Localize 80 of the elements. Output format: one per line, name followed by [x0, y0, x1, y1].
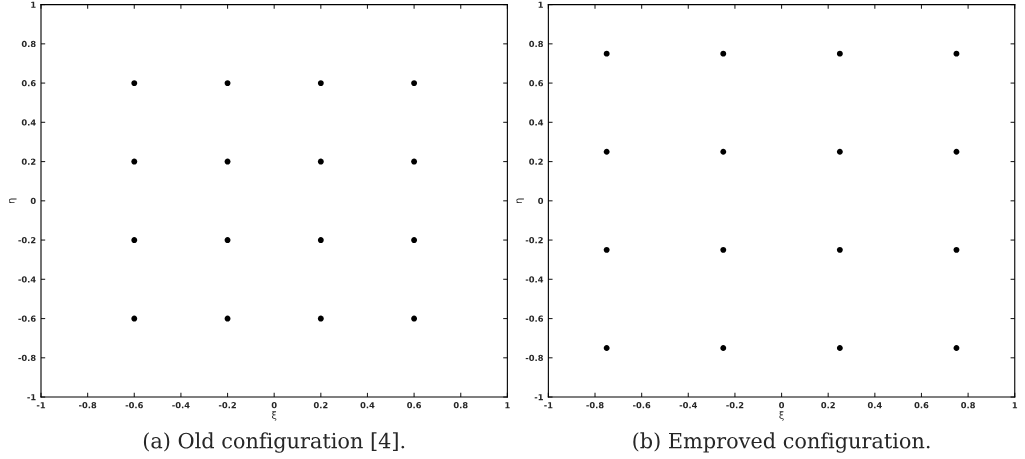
- x-tick-label: 1: [505, 402, 510, 409]
- point: [836, 148, 843, 155]
- point: [836, 345, 843, 351]
- x-tick-label: -0.2: [218, 402, 236, 409]
- y-tick-label: 0.2: [529, 158, 543, 165]
- point: [131, 237, 138, 243]
- point: [720, 50, 727, 57]
- x-tick-label: -0.2: [726, 402, 744, 409]
- y-tick-label: 0.6: [529, 80, 544, 87]
- y-tick-label: -0.6: [18, 315, 36, 322]
- x-tick-label: 0.4: [867, 402, 882, 409]
- point: [720, 246, 727, 253]
- point: [317, 315, 324, 322]
- y-tick-label: -0.2: [18, 237, 36, 244]
- point: [836, 246, 843, 253]
- point: [836, 50, 843, 57]
- point: [953, 50, 960, 57]
- y-tick-label: -0.8: [525, 354, 543, 362]
- point: [953, 148, 960, 155]
- x-tick-label: 0.6: [914, 402, 929, 409]
- y-tick-label: 1: [31, 1, 36, 8]
- y-tick-label: -0.4: [525, 276, 544, 283]
- x-tick-label: -1: [544, 402, 553, 409]
- point: [953, 345, 960, 351]
- x-tick-label: 0: [779, 402, 785, 409]
- point: [317, 158, 324, 165]
- x-tick-label: -0.8: [78, 402, 97, 409]
- y-tick-label: 0: [538, 197, 544, 205]
- y-tick-label: 0.8: [21, 40, 36, 48]
- point: [603, 246, 610, 253]
- point: [720, 345, 727, 351]
- x-tick-label: 0.2: [821, 402, 835, 409]
- x-tick-label: 0.6: [407, 402, 422, 409]
- x-tick-label: 0.4: [360, 402, 375, 409]
- point: [603, 148, 610, 155]
- point: [224, 80, 231, 87]
- y-tick-label: 0.4: [529, 119, 544, 126]
- point: [317, 237, 324, 243]
- point: [603, 50, 610, 57]
- point: [131, 80, 138, 87]
- x-tick-label: -0.4: [679, 402, 698, 409]
- y-tick-label: -1: [534, 394, 543, 401]
- y-tick-label: 0.2: [21, 158, 36, 165]
- x-tick-label: -0.4: [172, 402, 190, 409]
- point: [224, 158, 231, 165]
- text: (b) Emproved configuration.: [633, 432, 930, 453]
- point: [720, 148, 727, 155]
- point: [224, 237, 231, 243]
- point: [317, 80, 324, 87]
- text: (a) Old configuration [4].: [143, 432, 405, 453]
- y-tick-label: 0.6: [21, 80, 36, 87]
- y-tick-label: 1: [538, 1, 543, 8]
- x-tick-label: -0.8: [586, 402, 604, 409]
- y-tick-label: -0.2: [525, 237, 543, 244]
- x-tick-label: -0.6: [125, 402, 143, 409]
- point: [411, 237, 418, 243]
- y-tick-label: -1: [27, 394, 36, 401]
- x-tick-label: 0.8: [453, 402, 468, 409]
- x-tick-label: 0.2: [313, 402, 328, 409]
- x-tick-label: 0.8: [961, 402, 975, 409]
- y-tick-label: 0.8: [529, 40, 543, 48]
- y-tick-label: -0.4: [18, 276, 36, 283]
- y-axis-title: η: [9, 198, 17, 204]
- y-axis-title: η: [516, 198, 524, 204]
- point: [953, 246, 960, 253]
- y-tick-label: -0.6: [525, 315, 544, 322]
- y-tick-label: -0.8: [18, 354, 36, 362]
- point: [411, 158, 418, 165]
- x-tick-label: 0: [271, 402, 277, 409]
- y-tick-label: 0: [30, 197, 36, 205]
- y-tick-label: 0.4: [21, 119, 36, 126]
- point: [411, 80, 418, 87]
- x-tick-label: -1: [36, 402, 46, 409]
- point: [411, 315, 418, 322]
- x-tick-label: -0.6: [632, 402, 651, 409]
- point: [603, 345, 610, 351]
- x-axis-title: ξ: [779, 411, 784, 421]
- x-axis-title: ξ: [271, 411, 277, 421]
- point: [224, 315, 231, 322]
- x-tick-label: 1: [1012, 402, 1018, 409]
